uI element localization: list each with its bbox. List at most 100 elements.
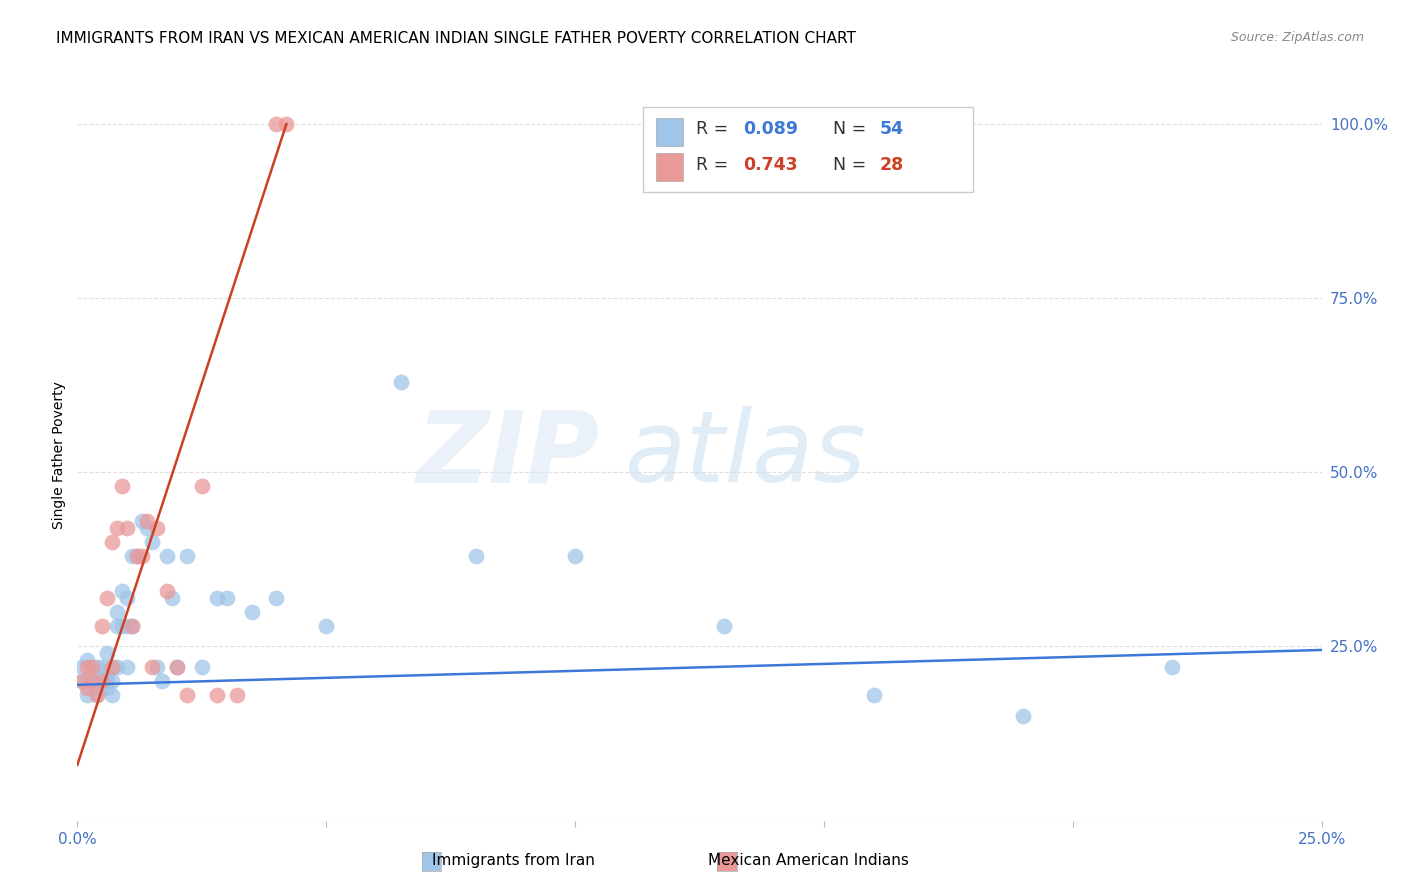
Point — [115, 618, 138, 632]
Text: Source: ZipAtlas.com: Source: ZipAtlas.com — [1230, 31, 1364, 45]
Point — [76, 688, 98, 702]
Point — [225, 688, 247, 702]
Point — [156, 583, 179, 598]
Point — [105, 521, 128, 535]
Text: 54: 54 — [880, 120, 904, 138]
Point — [191, 479, 214, 493]
Point — [82, 667, 104, 681]
Point — [76, 653, 98, 667]
Point — [176, 688, 198, 702]
Point — [82, 674, 104, 689]
Point — [105, 605, 128, 619]
Point — [82, 660, 104, 674]
Point — [121, 618, 143, 632]
Point — [76, 660, 98, 674]
Point — [389, 375, 412, 389]
Point — [131, 514, 153, 528]
Point — [136, 514, 159, 528]
Text: 0.089: 0.089 — [742, 120, 799, 138]
Point — [96, 674, 118, 689]
Point — [101, 535, 124, 549]
Point — [215, 591, 238, 605]
Point — [713, 618, 735, 632]
Point — [205, 688, 228, 702]
Text: IMMIGRANTS FROM IRAN VS MEXICAN AMERICAN INDIAN SINGLE FATHER POVERTY CORRELATIO: IMMIGRANTS FROM IRAN VS MEXICAN AMERICAN… — [56, 31, 856, 46]
Y-axis label: Single Father Poverty: Single Father Poverty — [52, 381, 66, 529]
Point — [115, 591, 138, 605]
Point — [82, 681, 104, 696]
Point — [141, 535, 163, 549]
Point — [125, 549, 148, 563]
Point — [205, 591, 228, 605]
Point — [121, 549, 143, 563]
Point — [240, 605, 263, 619]
Text: N =: N = — [832, 120, 872, 138]
Point — [141, 660, 163, 674]
Point — [86, 688, 108, 702]
Point — [111, 479, 134, 493]
Text: R =: R = — [696, 155, 734, 174]
Point — [91, 674, 114, 689]
Text: ZIP: ZIP — [418, 407, 600, 503]
Point — [111, 583, 134, 598]
Point — [86, 688, 108, 702]
Point — [82, 674, 104, 689]
Point — [564, 549, 586, 563]
Point — [136, 521, 159, 535]
Bar — [657, 153, 683, 180]
Text: atlas: atlas — [624, 407, 866, 503]
Point — [146, 660, 169, 674]
Point — [105, 660, 128, 674]
Point — [150, 674, 173, 689]
Text: 28: 28 — [880, 155, 904, 174]
Point — [72, 674, 94, 689]
Point — [156, 549, 179, 563]
Text: N =: N = — [832, 155, 872, 174]
Point — [146, 521, 169, 535]
Point — [166, 660, 188, 674]
Point — [91, 660, 114, 674]
Point — [862, 688, 884, 702]
Point — [315, 618, 337, 632]
Point — [91, 674, 114, 689]
Point — [96, 647, 118, 661]
Point — [1161, 660, 1184, 674]
Point — [1012, 709, 1035, 723]
Point — [121, 618, 143, 632]
Text: Mexican American Indians: Mexican American Indians — [709, 854, 908, 868]
Point — [101, 688, 124, 702]
Point — [191, 660, 214, 674]
Point — [91, 681, 114, 696]
Point — [101, 674, 124, 689]
Point — [96, 681, 118, 696]
Bar — [657, 118, 683, 145]
Point — [160, 591, 183, 605]
Point — [101, 660, 124, 674]
Text: R =: R = — [696, 120, 734, 138]
Text: 0.743: 0.743 — [742, 155, 797, 174]
Point — [76, 681, 98, 696]
Point — [96, 591, 118, 605]
FancyBboxPatch shape — [644, 108, 973, 192]
Point — [72, 660, 94, 674]
Point — [76, 674, 98, 689]
Point — [176, 549, 198, 563]
Point — [166, 660, 188, 674]
Point — [91, 618, 114, 632]
Point — [101, 660, 124, 674]
Point — [266, 117, 288, 131]
Point — [266, 591, 288, 605]
Point — [111, 618, 134, 632]
Point — [464, 549, 486, 563]
Point — [86, 674, 108, 689]
Point — [96, 667, 118, 681]
Point — [105, 618, 128, 632]
Text: Immigrants from Iran: Immigrants from Iran — [432, 854, 595, 868]
Point — [131, 549, 153, 563]
Point — [86, 660, 108, 674]
Point — [72, 674, 94, 689]
Point — [115, 660, 138, 674]
Point — [276, 117, 298, 131]
Point — [125, 549, 148, 563]
Point — [115, 521, 138, 535]
